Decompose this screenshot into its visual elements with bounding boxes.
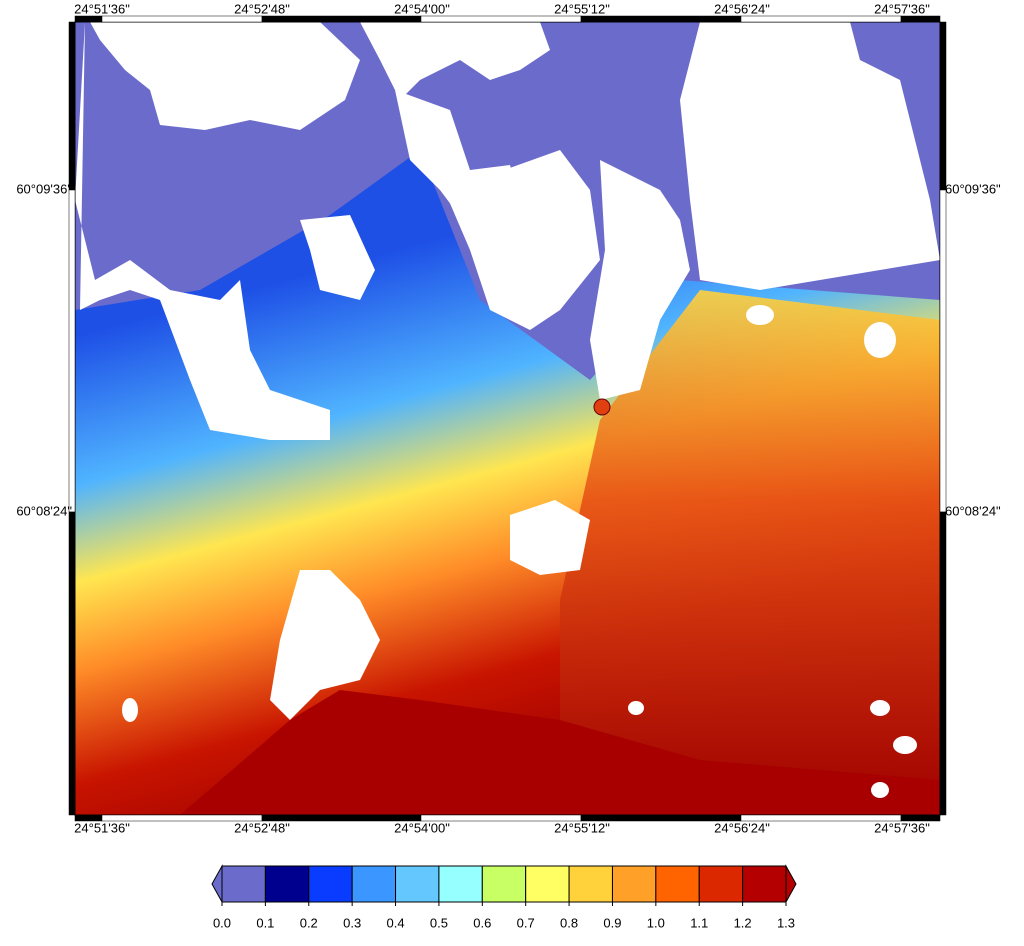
lat-label-left: 60°09'36" [16, 181, 72, 196]
frame-bar-top [580, 15, 742, 23]
colorbar-label: 1.3 [777, 915, 795, 930]
lon-label-bottom: 24°55'12" [554, 820, 610, 835]
coordinate-labels: 24°51'36" 24°51'36" 24°52'48" 24°52'48" 24°5… [16, 1, 1001, 835]
frame-bar-top [900, 15, 941, 23]
lon-label-top: 24°54'00" [394, 1, 450, 16]
colorbar-swatch [221, 865, 266, 903]
lon-label-top: 24°52'48" [234, 1, 290, 16]
frame-bar-top [420, 15, 582, 23]
location-marker [593, 398, 611, 416]
colorbar-swatch [438, 865, 483, 903]
colorbar-swatch [395, 865, 440, 903]
colorbar-swatch [481, 865, 527, 903]
colorbar-over [785, 864, 797, 904]
colorbar-swatch [611, 865, 657, 903]
land [75, 22, 940, 798]
lon-label-bottom: 24°51'36" [74, 820, 130, 835]
frame-bar-left [68, 21, 76, 191]
colorbar-label: 0.0 [213, 915, 231, 930]
frame-bar-right [939, 511, 947, 816]
colorbar-label: 0.5 [430, 915, 448, 930]
colorbar-label: 0.4 [386, 915, 404, 930]
colorbar: 0.0 0.1 0.2 0.3 0.4 0.5 0.6 0.7 0.8 0.9 1.0 1.1 1.2 1… [211, 864, 797, 930]
colorbar-swatch [742, 865, 787, 903]
lat-label-right: 60°08'24" [945, 503, 1001, 518]
lon-label-bottom: 24°57'36" [874, 820, 930, 835]
colorbar-swatch [655, 865, 700, 903]
colorbar-label: 0.7 [517, 915, 535, 930]
lon-label-top: 24°57'36" [874, 1, 930, 16]
colorbar-label: 0.3 [343, 915, 361, 930]
frame-bar-right [939, 189, 947, 513]
colorbar-label: 1.2 [734, 915, 752, 930]
lon-label-bottom: 24°54'00" [394, 820, 450, 835]
colorbar-swatch [525, 865, 570, 903]
frame-bars [68, 15, 947, 822]
frame-bar-bottom [900, 814, 941, 822]
frame-bar-top [261, 15, 422, 23]
frame-bar-left [68, 511, 76, 816]
colorbar-swatch [264, 865, 310, 903]
colorbar-label: 0.9 [603, 915, 621, 930]
colorbar-label: 0.1 [256, 915, 274, 930]
frame-bar-right [939, 21, 947, 191]
colorbar-label: 0.2 [300, 915, 318, 930]
heat-field-east [560, 290, 940, 815]
lon-label-top: 24°56'24" [714, 1, 770, 16]
colorbar-label: 1.0 [647, 915, 665, 930]
colorbar-label: 1.1 [690, 915, 708, 930]
colorbar-swatch [308, 865, 353, 903]
lat-label-left: 60°08'24" [16, 503, 72, 518]
frame-bar-left [68, 189, 76, 513]
lon-label-bottom: 24°56'24" [714, 820, 770, 835]
lon-label-top: 24°51'36" [74, 1, 130, 16]
colorbar-under [211, 864, 223, 904]
lon-label-top: 24°55'12" [554, 1, 610, 16]
colorbar-label: 0.6 [473, 915, 491, 930]
frame-bar-top [101, 15, 263, 23]
lat-label-right: 60°09'36" [945, 181, 1001, 196]
colorbar-label: 0.8 [560, 915, 578, 930]
colorbar-swatch [351, 865, 397, 903]
lon-label-bottom: 24°52'48" [234, 820, 290, 835]
map-area [75, 22, 940, 815]
colorbar-swatch [568, 865, 613, 903]
frame-bar-top [74, 15, 103, 23]
colorbar-swatch [698, 865, 744, 903]
heat-field-south [180, 690, 940, 815]
frame-bar-top [740, 15, 902, 23]
